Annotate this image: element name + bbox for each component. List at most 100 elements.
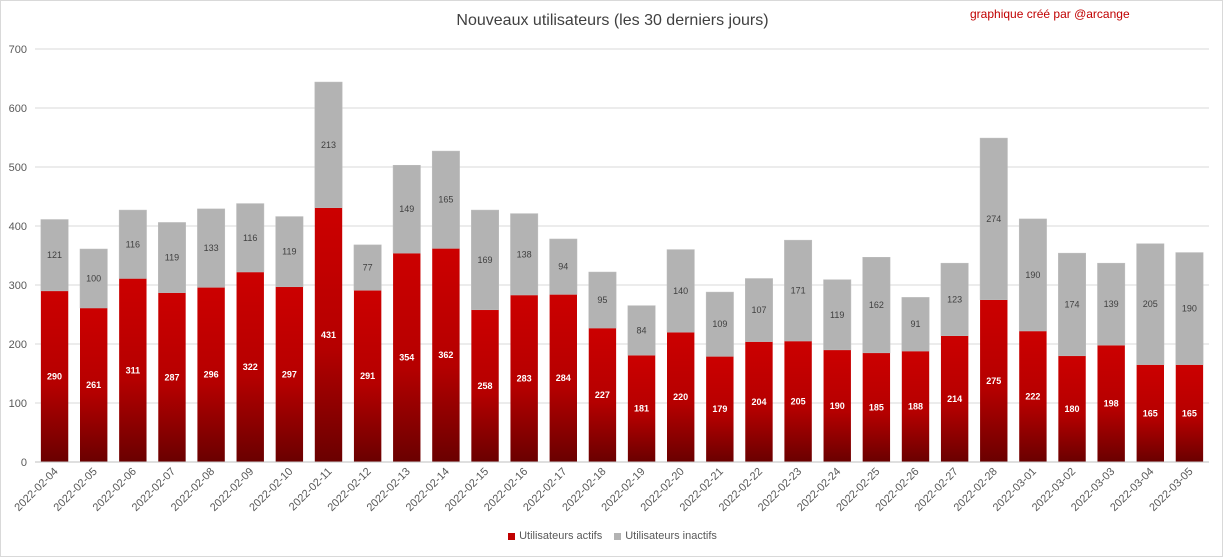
data-label-actifs: 283 (517, 374, 532, 384)
data-label-inactifs: 119 (165, 253, 179, 263)
bar-inactifs (627, 305, 656, 356)
bar-inactifs (118, 209, 147, 279)
data-label-inactifs: 213 (321, 140, 336, 150)
bar-actifs (158, 292, 186, 462)
y-tick-label: 300 (9, 280, 27, 292)
legend-item-inactifs: Utilisateurs inactifs (614, 530, 717, 542)
data-label-actifs: 296 (204, 370, 219, 380)
bar-inactifs (1018, 218, 1047, 332)
data-label-actifs: 181 (634, 404, 649, 414)
data-label-actifs: 205 (791, 397, 806, 407)
bar-inactifs (314, 81, 343, 208)
bar-inactifs (1097, 262, 1126, 346)
data-label-inactifs: 171 (791, 286, 806, 296)
bar-actifs (549, 294, 577, 462)
bar-inactifs (784, 239, 813, 342)
bar-inactifs (392, 164, 421, 254)
data-label-actifs: 222 (1025, 392, 1040, 402)
data-label-inactifs: 169 (478, 255, 493, 265)
bar-actifs (80, 308, 108, 462)
data-label-actifs: 204 (751, 397, 766, 407)
data-label-inactifs: 190 (1025, 270, 1040, 280)
legend: Utilisateurs actifs Utilisateurs inactif… (1, 530, 1223, 542)
bar-inactifs (79, 248, 108, 309)
data-label-inactifs: 121 (47, 250, 62, 260)
bar-actifs (745, 341, 773, 462)
data-label-actifs: 165 (1182, 408, 1197, 418)
data-label-actifs: 190 (830, 401, 845, 411)
bar-actifs (784, 341, 812, 462)
data-label-inactifs: 140 (673, 286, 688, 296)
bar-actifs (627, 355, 656, 462)
data-label-actifs: 297 (282, 369, 297, 379)
data-label-actifs: 188 (908, 402, 923, 412)
data-label-inactifs: 274 (986, 214, 1001, 224)
bar-actifs (275, 286, 304, 462)
bar-inactifs (901, 297, 930, 352)
bar-inactifs (40, 219, 69, 292)
data-label-actifs: 291 (360, 371, 375, 381)
y-tick-label: 0 (21, 457, 27, 469)
y-tick-label: 500 (9, 162, 27, 174)
data-label-actifs: 275 (986, 376, 1001, 386)
bar-inactifs (197, 208, 226, 288)
bar-actifs (393, 253, 421, 462)
data-label-actifs: 287 (164, 372, 179, 382)
data-label-inactifs: 119 (282, 247, 296, 257)
data-label-actifs: 179 (712, 404, 727, 414)
data-label-actifs: 322 (243, 362, 258, 372)
data-label-inactifs: 77 (363, 263, 373, 273)
data-label-inactifs: 95 (597, 295, 607, 305)
bar-inactifs (745, 278, 773, 342)
bar-actifs (40, 290, 69, 462)
bar-actifs (1019, 331, 1047, 462)
bar-actifs (353, 290, 382, 462)
data-label-inactifs: 100 (86, 274, 101, 284)
bar-actifs (588, 328, 617, 462)
bar-inactifs (353, 244, 382, 291)
chart-title: Nouveaux utilisateurs (les 30 derniers j… (456, 12, 769, 29)
legend-label-inactifs: Utilisateurs inactifs (625, 530, 717, 542)
bar-inactifs (1175, 252, 1204, 365)
data-label-actifs: 362 (438, 350, 453, 360)
bar-actifs (119, 278, 147, 462)
data-label-actifs: 198 (1104, 399, 1119, 409)
data-label-inactifs: 205 (1143, 299, 1158, 309)
data-label-actifs: 227 (595, 390, 610, 400)
bar-actifs (823, 349, 851, 462)
data-label-inactifs: 138 (517, 249, 532, 259)
data-label-actifs: 311 (126, 365, 141, 375)
bar-inactifs (158, 222, 186, 293)
bar-actifs (1175, 364, 1204, 462)
data-label-actifs: 165 (1143, 408, 1158, 418)
data-label-inactifs: 116 (243, 233, 257, 243)
data-label-inactifs: 94 (558, 262, 568, 272)
bar-actifs (471, 309, 499, 462)
bar-actifs (314, 207, 343, 462)
data-label-inactifs: 116 (126, 239, 140, 249)
y-tick-label: 200 (9, 339, 27, 351)
data-label-actifs: 261 (86, 380, 101, 390)
bar-actifs (862, 352, 891, 462)
bar-actifs (980, 299, 1008, 462)
bar-actifs (901, 351, 930, 462)
bar-inactifs (979, 137, 1008, 300)
y-tick-label: 600 (9, 103, 27, 115)
data-label-inactifs: 174 (1065, 299, 1080, 309)
bar-actifs (197, 287, 225, 462)
bar-inactifs (549, 238, 578, 295)
data-label-actifs: 354 (399, 353, 414, 363)
y-tick-label: 700 (9, 44, 27, 56)
data-label-actifs: 431 (321, 330, 336, 340)
gridlines (35, 48, 1209, 404)
data-label-inactifs: 162 (869, 300, 884, 310)
bar-inactifs (471, 209, 499, 311)
data-label-inactifs: 190 (1182, 304, 1197, 314)
data-label-inactifs: 123 (947, 294, 962, 304)
data-label-inactifs: 149 (399, 204, 414, 214)
data-label-inactifs: 133 (204, 243, 219, 253)
chart-credit: graphique créé par @arcange (970, 7, 1130, 21)
data-label-inactifs: 91 (910, 319, 920, 329)
bar-inactifs (275, 216, 304, 288)
